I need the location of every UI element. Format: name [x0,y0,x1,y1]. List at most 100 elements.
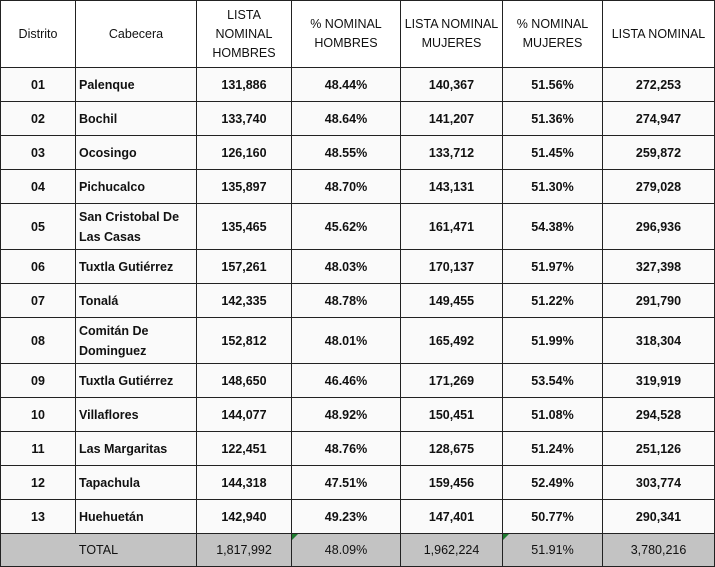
table-cell[interactable]: 54.38% [502,203,603,250]
table-cell[interactable]: 135,897 [196,169,292,204]
table-cell[interactable]: 141,207 [400,101,503,136]
table-cell[interactable]: 303,774 [602,465,715,500]
table-cell[interactable]: Tonalá [75,283,197,318]
table-cell[interactable]: 48.01% [291,317,401,364]
table-cell[interactable]: 170,137 [400,249,503,284]
table-cell[interactable]: 318,304 [602,317,715,364]
table-cell[interactable]: 51.30% [502,169,603,204]
table-cell[interactable]: 296,936 [602,203,715,250]
table-cell[interactable]: Tuxtla Gutiérrez [75,249,197,284]
table-cell[interactable]: 04 [0,169,76,204]
table-cell[interactable]: Pichucalco [75,169,197,204]
table-cell[interactable]: 291,790 [602,283,715,318]
table-cell[interactable]: 48.55% [291,135,401,170]
table-cell[interactable]: 01 [0,67,76,102]
table-cell[interactable]: Comitán De Dominguez [75,317,197,364]
table-cell[interactable]: 149,455 [400,283,503,318]
table-cell[interactable]: 133,712 [400,135,503,170]
total-pct_hombres[interactable]: 48.09% [291,533,401,567]
table-cell[interactable]: 47.51% [291,465,401,500]
table-cell[interactable]: 12 [0,465,76,500]
table-cell[interactable]: 13 [0,499,76,534]
table-cell[interactable]: 49.23% [291,499,401,534]
table-cell[interactable]: 159,456 [400,465,503,500]
table-cell[interactable]: 51.45% [502,135,603,170]
table-cell[interactable]: 48.64% [291,101,401,136]
total-value: 1,817,992 [216,543,272,557]
total-label[interactable]: TOTAL [0,533,197,567]
table-cell[interactable]: 272,253 [602,67,715,102]
table-cell[interactable]: 274,947 [602,101,715,136]
table-cell[interactable]: 05 [0,203,76,250]
table-cell[interactable]: Palenque [75,67,197,102]
table-cell[interactable]: 142,335 [196,283,292,318]
table-cell[interactable]: 51.24% [502,431,603,466]
table-cell[interactable]: 122,451 [196,431,292,466]
table-cell[interactable]: 150,451 [400,397,503,432]
table-cell[interactable]: 51.36% [502,101,603,136]
table-cell[interactable]: 161,471 [400,203,503,250]
table-cell[interactable]: 03 [0,135,76,170]
table-cell[interactable]: 51.08% [502,397,603,432]
table-cell[interactable]: 128,675 [400,431,503,466]
table-cell[interactable]: 09 [0,363,76,398]
total-pct_mujeres[interactable]: 51.91% [502,533,603,567]
table-cell[interactable]: 319,919 [602,363,715,398]
table-cell[interactable]: 294,528 [602,397,715,432]
table-cell[interactable]: 131,886 [196,67,292,102]
table-cell[interactable]: 08 [0,317,76,364]
table-cell[interactable]: 148,650 [196,363,292,398]
table-cell[interactable]: 133,740 [196,101,292,136]
table-cell[interactable]: 143,131 [400,169,503,204]
table-cell[interactable]: 259,872 [602,135,715,170]
table-cell[interactable]: 02 [0,101,76,136]
table-cell[interactable]: 171,269 [400,363,503,398]
table-cell[interactable]: 10 [0,397,76,432]
table-cell[interactable]: Villaflores [75,397,197,432]
table-cell[interactable]: 53.54% [502,363,603,398]
total-mujeres[interactable]: 1,962,224 [400,533,503,567]
table-cell[interactable]: 147,401 [400,499,503,534]
table-cell[interactable]: 51.56% [502,67,603,102]
table-cell[interactable]: 11 [0,431,76,466]
table-cell[interactable]: 327,398 [602,249,715,284]
table-cell[interactable]: San Cristobal De Las Casas [75,203,197,250]
table-cell[interactable]: 144,077 [196,397,292,432]
table-cell[interactable]: Ocosingo [75,135,197,170]
table-cell[interactable]: 46.46% [291,363,401,398]
table-cell[interactable]: Bochil [75,101,197,136]
table-cell[interactable]: 144,318 [196,465,292,500]
table-cell[interactable]: 165,492 [400,317,503,364]
table-cell[interactable]: 290,341 [602,499,715,534]
table-cell[interactable]: 50.77% [502,499,603,534]
table-cell[interactable]: 45.62% [291,203,401,250]
table-cell[interactable]: 48.76% [291,431,401,466]
table-cell[interactable]: 51.97% [502,249,603,284]
table-cell[interactable]: 51.99% [502,317,603,364]
table-cell[interactable]: 48.78% [291,283,401,318]
total-lista[interactable]: 3,780,216 [602,533,715,567]
table-cell[interactable]: 07 [0,283,76,318]
table-cell[interactable]: 52.49% [502,465,603,500]
table-cell[interactable]: 152,812 [196,317,292,364]
table-cell[interactable]: 157,261 [196,249,292,284]
table-cell[interactable]: 279,028 [602,169,715,204]
table-cell[interactable]: 140,367 [400,67,503,102]
table-cell[interactable]: 251,126 [602,431,715,466]
table-cell[interactable]: 48.03% [291,249,401,284]
table-cell[interactable]: Tuxtla Gutiérrez [75,363,197,398]
table-cell[interactable]: 48.70% [291,169,401,204]
total-hombres[interactable]: 1,817,992 [196,533,292,567]
table-cell[interactable]: Las Margaritas [75,431,197,466]
table-cell[interactable]: 06 [0,249,76,284]
table-cell[interactable]: 142,940 [196,499,292,534]
table-cell[interactable]: 51.22% [502,283,603,318]
table-cell[interactable]: 126,160 [196,135,292,170]
table-cell[interactable]: Tapachula [75,465,197,500]
table-cell[interactable]: 48.44% [291,67,401,102]
table-row: 05 San Cristobal De Las Casas 135,465 45.62… [0,203,715,250]
table-row: 11 Las Margaritas 122,451 48.76% 128,675 51.2… [0,431,715,466]
table-cell[interactable]: Huehuetán [75,499,197,534]
table-cell[interactable]: 135,465 [196,203,292,250]
table-cell[interactable]: 48.92% [291,397,401,432]
